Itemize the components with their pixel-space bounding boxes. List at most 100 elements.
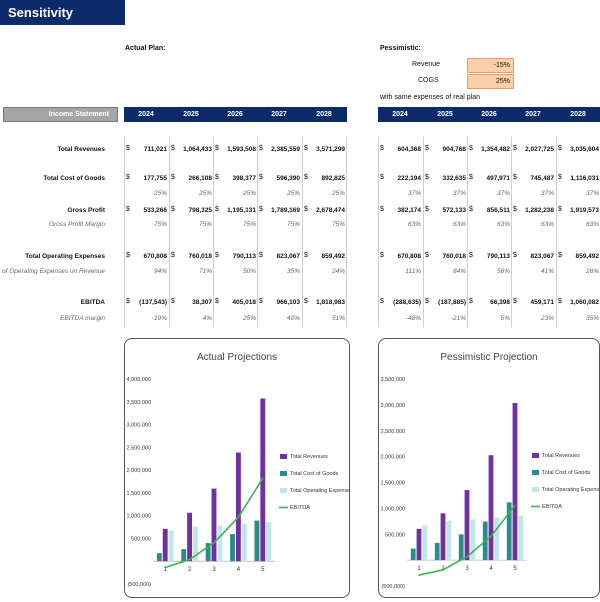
- x-tick-label: 4: [237, 567, 241, 573]
- ebitda-point: [466, 555, 468, 558]
- y-tick-label: 4,000,000: [127, 377, 151, 383]
- actual-total-cogs-value: 177,755: [143, 175, 168, 182]
- x-tick-label: 3: [212, 567, 216, 573]
- legend-label: Total Revenues: [542, 453, 580, 459]
- x-tick-label: 5: [261, 567, 265, 573]
- pessimistic-total-revenues-value: 604,368: [397, 146, 422, 153]
- currency-symbol: $: [425, 298, 429, 305]
- row-label-gross-profit-margin: Gross Profit Margin: [49, 221, 105, 228]
- pessimistic-cogs-pct-value: 37%: [540, 190, 554, 197]
- legend-label: Total Operating Expenses: [542, 487, 599, 493]
- cogs-adj-input[interactable]: 25%: [467, 74, 514, 89]
- pessimistic-gross-profit-value: 382,174: [397, 207, 422, 214]
- pessimistic-opex-pct-value: 111%: [405, 268, 421, 275]
- income-statement-header: Income Statement: [3, 107, 118, 122]
- currency-symbol: $: [304, 298, 308, 305]
- pessimistic-total-cogs-value: 222,194: [397, 175, 422, 182]
- cogs-bar: [156, 553, 162, 562]
- currency-symbol: $: [259, 174, 263, 181]
- actual-total-opex-value: 790,113: [232, 253, 256, 260]
- legend-swatch: [532, 487, 539, 492]
- currency-symbol: $: [558, 252, 562, 259]
- pessimistic-cogs-pct-value: 37%: [452, 190, 466, 197]
- currency-symbol: $: [304, 252, 308, 259]
- y-tick-label: 3,500,000: [381, 377, 405, 383]
- y-tick-label: (500,000): [127, 582, 151, 588]
- column-divider: [302, 137, 303, 327]
- x-tick-label: 3: [465, 566, 469, 572]
- column-divider: [511, 137, 512, 327]
- revenue-bar: [162, 528, 168, 562]
- actual-opex-pct-value: 35%: [286, 268, 300, 275]
- cogs-bar: [506, 502, 512, 561]
- actual-ebitda-value: 966,103: [276, 299, 301, 306]
- x-tick-label: 5: [513, 566, 517, 572]
- actual-total-revenues-value: 2,385,559: [271, 146, 300, 153]
- currency-symbol: $: [469, 174, 473, 181]
- currency-symbol: $: [380, 174, 384, 181]
- opex-bar: [168, 530, 174, 562]
- opex-bar: [446, 520, 452, 561]
- legend-swatch: [532, 470, 539, 475]
- year-header: 2027: [525, 111, 541, 118]
- actual-ebitda-margin-value: 4%: [202, 315, 212, 322]
- actual-total-opex-value: 760,018: [188, 253, 213, 260]
- row-label-total-revenues: Total Revenues: [57, 146, 105, 153]
- column-divider: [467, 137, 468, 327]
- actual-opex-pct-value: 24%: [331, 268, 345, 275]
- cogs-bar: [458, 534, 464, 561]
- actual-cogs-pct-value: 25%: [153, 190, 167, 197]
- actual-gross-profit-value: 2,678,474: [316, 207, 345, 214]
- pessimistic-gross-profit-value: 856,511: [486, 207, 510, 214]
- pessimistic-gross-profit-value: 1,282,238: [525, 207, 554, 214]
- pessimistic-gross-profit-margin-value: 63%: [585, 221, 599, 228]
- actual-total-cogs-value: 398,377: [232, 175, 257, 182]
- currency-symbol: $: [171, 298, 175, 305]
- actual-ebitda-value: (137,543): [139, 299, 167, 306]
- legend-label: Total Cost of Goods: [542, 470, 591, 476]
- y-tick-label: 1,500,000: [127, 491, 151, 497]
- actual-total-revenues-value: 1,593,508: [227, 146, 256, 153]
- currency-symbol: $: [215, 145, 219, 152]
- actual-total-opex-value: 670,808: [143, 253, 168, 260]
- currency-symbol: $: [380, 206, 384, 213]
- column-divider: [423, 137, 424, 327]
- currency-symbol: $: [259, 298, 263, 305]
- actual-opex-pct-value: 71%: [198, 268, 212, 275]
- currency-symbol: $: [558, 206, 562, 213]
- currency-symbol: $: [171, 252, 175, 259]
- legend-label: EBITDA: [542, 504, 562, 510]
- actual-total-cogs-value: 596,390: [276, 175, 301, 182]
- pessimistic-years-header: [378, 107, 600, 122]
- actual-gross-profit-value: 1,789,169: [271, 207, 300, 214]
- year-header: 2028: [570, 111, 586, 118]
- currency-symbol: $: [380, 298, 384, 305]
- actual-total-cogs-value: 266,108: [188, 175, 213, 182]
- revenue-bar: [440, 513, 446, 561]
- currency-symbol: $: [215, 298, 219, 305]
- cogs-bar: [410, 548, 416, 561]
- actual-gross-profit-margin-value: 75%: [153, 221, 167, 228]
- currency-symbol: $: [126, 298, 130, 305]
- currency-symbol: $: [259, 145, 263, 152]
- row-label-ebitda-margin: EBITDA margin: [60, 315, 105, 322]
- y-tick-label: 1,500,000: [381, 481, 405, 487]
- actual-total-opex-value: 859,492: [321, 253, 346, 260]
- pessimistic-gross-profit-margin-value: 63%: [496, 221, 510, 228]
- actual-cogs-pct-value: 25%: [286, 190, 300, 197]
- pessimistic-gross-profit-value: 1,919,573: [570, 207, 599, 214]
- y-tick-label: (500,000): [381, 584, 405, 590]
- pessimistic-cogs-pct-value: 37%: [407, 190, 421, 197]
- legend-swatch: [280, 454, 287, 459]
- revenue-adj-input[interactable]: -15%: [467, 58, 514, 73]
- chart-title: Actual Projections: [197, 352, 277, 363]
- actual-ebitda-value: 38,307: [192, 299, 212, 306]
- opex-bar: [241, 523, 247, 562]
- page-title: Sensitivity Analysis: [0, 0, 125, 45]
- opex-bar: [217, 525, 223, 562]
- actual-gross-profit-margin-value: 75%: [331, 221, 345, 228]
- currency-symbol: $: [513, 252, 517, 259]
- currency-symbol: $: [558, 174, 562, 181]
- ebitda-point: [164, 566, 166, 569]
- pessimistic-opex-pct-value: 41%: [540, 268, 554, 275]
